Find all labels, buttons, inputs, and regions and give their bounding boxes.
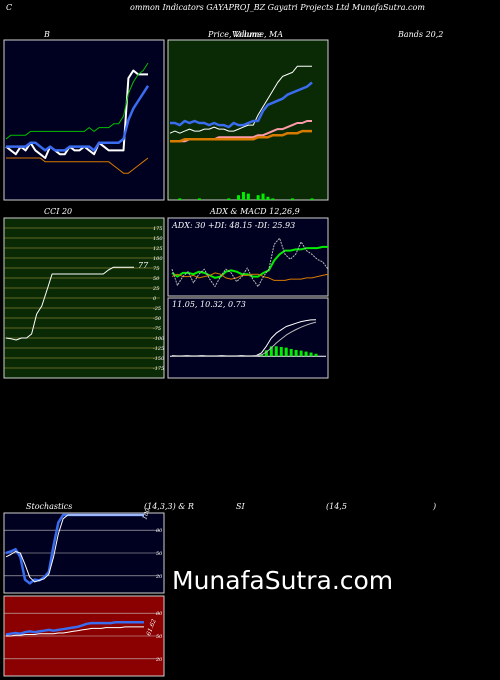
stochastics-tick-1: 50 — [156, 551, 163, 557]
cci-title: CCI 20 — [44, 207, 73, 216]
cci-tick-8: -25 — [153, 306, 161, 312]
stoch-close: ) — [433, 502, 437, 511]
volume-bar-19 — [261, 193, 265, 200]
adx-panel — [167, 217, 329, 297]
bb-series-group — [5, 62, 150, 174]
cci-tick-1: 150 — [153, 236, 163, 242]
macd-hist-bar-21 — [274, 346, 278, 357]
volume-bar-25 — [290, 198, 294, 200]
cci-tick-5: 50 — [153, 276, 160, 282]
volume-bar-15 — [241, 192, 245, 200]
volume-bar-18 — [256, 195, 260, 200]
macd-hist-bar-24 — [289, 348, 293, 357]
stoch-params2: (14,5 — [326, 502, 347, 511]
macd-hist-bar-28 — [309, 352, 313, 357]
bands-title: Bands 20,2 — [398, 30, 444, 39]
price-panel — [167, 39, 329, 201]
rsi-tick-0: 80 — [156, 611, 163, 617]
cci-tick-6: 25 — [152, 286, 159, 292]
rsi-series-1 — [6, 626, 144, 637]
bollinger-series-1 — [6, 85, 150, 152]
bb-panel — [3, 39, 165, 201]
stochastics-series-1 — [5, 514, 144, 583]
macd-hist-bar-26 — [299, 350, 303, 357]
volume-bar-14 — [237, 195, 241, 200]
adx-text: ADX: 30 +DI: 48.15 -DI: 25.93 — [171, 221, 295, 230]
bollinger-series-3 — [6, 157, 149, 174]
price_volume_ma-series-1 — [170, 81, 313, 129]
watermark: MunafaSutra.com — [172, 566, 394, 595]
volume-bar-20 — [266, 196, 270, 200]
volume-bar-6 — [197, 198, 201, 200]
stoch-title: Stochastics — [26, 502, 73, 511]
cci-tick-4: 75 — [153, 266, 159, 272]
cci-series-0 — [5, 266, 134, 341]
macd-hist-bar-29 — [314, 353, 318, 357]
adx-series-2 — [171, 237, 329, 288]
macd-hist-bar-23 — [284, 347, 288, 357]
macd-hist-bar-19 — [264, 350, 268, 357]
bollinger-series-2 — [5, 62, 149, 140]
stoch-params: (14,3,3) & R — [144, 502, 194, 511]
cci-tick-9: -50 — [153, 316, 162, 322]
macd-hist-bar-22 — [279, 346, 283, 357]
cci-tick-2: 125 — [153, 246, 163, 252]
cci-tick-13: -150 — [153, 356, 165, 362]
rsi-tick-2: 20 — [155, 657, 163, 663]
cci-tick-11: -100 — [153, 336, 165, 342]
rsi-series-0 — [5, 621, 144, 636]
price_volume_ma-series-3 — [170, 129, 312, 143]
price-title: Price, Volume, MA — [208, 30, 284, 39]
header-c: C — [6, 3, 13, 12]
price_volume_ma-series-0 — [169, 65, 312, 134]
cci-series-group: 175 150 125 100 75 50 25 0 -25 -50 -75 -100 -125 -150… — [4, 226, 165, 372]
stochastics-tick-2: 20 — [155, 574, 163, 580]
cci-tick-3: 100 — [153, 256, 163, 262]
macd-series-group — [170, 319, 326, 357]
macd-hist-bar-27 — [304, 351, 308, 357]
cci-tick-7: 0 — [153, 296, 157, 302]
stochastics-tick-0: 80 — [156, 528, 163, 534]
rsi-tick-1: 50 — [156, 634, 163, 640]
macd-text: 11.05, 10.32, 0.73 — [172, 300, 246, 309]
volume-bar-21 — [271, 198, 275, 200]
macd-panel — [167, 297, 329, 379]
adx-series-0 — [171, 245, 328, 279]
cci-tick-14: -175 — [153, 366, 164, 372]
cci-value-label: 77 — [138, 261, 149, 270]
macd-hist-bar-20 — [269, 346, 273, 357]
cci-tick-10: -75 — [153, 326, 161, 332]
volume-bar-2 — [178, 198, 182, 200]
rsi-series-group: 80 50 20 — [4, 611, 163, 663]
adx-series-1 — [171, 272, 329, 281]
adx-series-group — [171, 237, 329, 288]
stoch-series-group: 80 50 20 — [4, 513, 163, 585]
stoch-value-label: 100 — [141, 507, 152, 520]
cci-tick-0: 175 — [153, 226, 163, 232]
bb-title: B — [44, 30, 50, 39]
macd-series-1 — [172, 321, 317, 357]
adx-title: ADX & MACD 12,26,9 — [210, 207, 300, 216]
volume-bar-29 — [310, 198, 314, 200]
volume-bar-12 — [227, 198, 231, 200]
macd-hist-bar-25 — [294, 349, 298, 357]
price-series-group — [169, 65, 314, 200]
header-title: ommon Indicators GAYAPROJ_BZ Gayatri Pro… — [130, 3, 425, 12]
cci-tick-12: -125 — [153, 346, 164, 352]
stoch-si: SI — [236, 502, 245, 511]
volume-bar-16 — [246, 193, 250, 200]
price-title-volume: Volume — [232, 30, 262, 39]
